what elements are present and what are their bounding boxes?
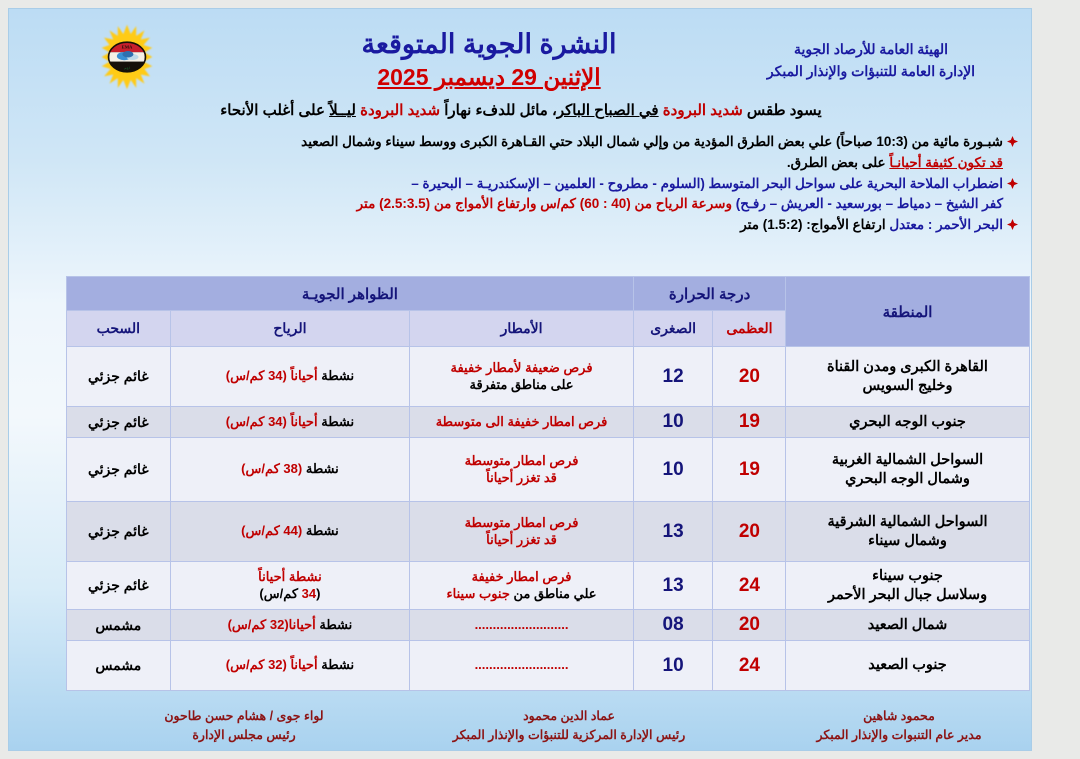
svg-text:EMA: EMA: [122, 44, 133, 49]
svg-text:ا.ع.م: ا.ع.م: [124, 66, 130, 70]
